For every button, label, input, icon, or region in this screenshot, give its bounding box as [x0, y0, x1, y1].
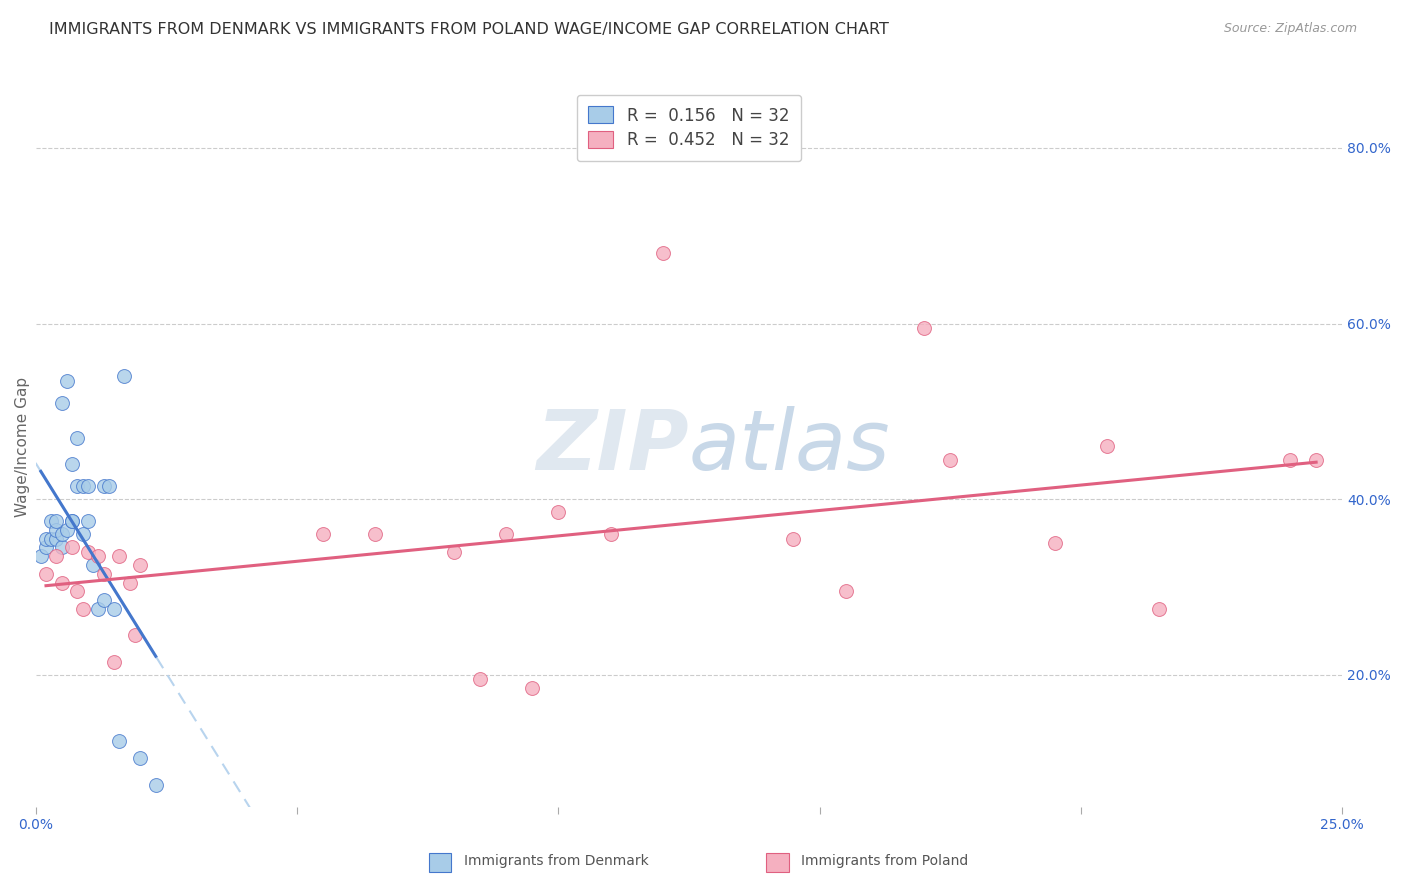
Point — [72, 602, 94, 616]
Point — [51, 395, 73, 409]
Point — [76, 514, 98, 528]
Point — [66, 479, 89, 493]
Point — [72, 479, 94, 493]
Point — [103, 602, 125, 616]
Point — [651, 246, 673, 260]
Point — [66, 431, 89, 445]
Point — [76, 545, 98, 559]
Point — [124, 628, 146, 642]
Point — [76, 479, 98, 493]
Point — [364, 527, 387, 541]
Point — [45, 523, 67, 537]
Point — [1305, 452, 1327, 467]
Point — [45, 549, 67, 564]
Point — [1043, 536, 1066, 550]
Text: atlas: atlas — [689, 406, 890, 487]
Point — [108, 549, 131, 564]
Point — [912, 321, 935, 335]
Point — [93, 566, 115, 581]
Point — [39, 514, 62, 528]
Point — [35, 566, 58, 581]
Point — [468, 672, 491, 686]
Point — [443, 545, 465, 559]
Point — [103, 655, 125, 669]
Point — [45, 514, 67, 528]
Point — [66, 584, 89, 599]
Point — [782, 532, 804, 546]
Point — [312, 527, 335, 541]
Point — [145, 778, 167, 792]
Point — [939, 452, 962, 467]
Point — [56, 374, 79, 388]
Point — [495, 527, 517, 541]
Point — [835, 584, 858, 599]
Point — [60, 514, 83, 528]
Point — [72, 527, 94, 541]
Point — [30, 549, 52, 564]
Point — [108, 733, 131, 747]
Point — [51, 541, 73, 555]
Point — [129, 751, 152, 765]
Point — [56, 523, 79, 537]
Point — [93, 593, 115, 607]
Point — [35, 532, 58, 546]
Point — [97, 479, 120, 493]
Point — [60, 457, 83, 471]
Legend: R =  0.156   N = 32, R =  0.452   N = 32: R = 0.156 N = 32, R = 0.452 N = 32 — [576, 95, 801, 161]
Text: Source: ZipAtlas.com: Source: ZipAtlas.com — [1223, 22, 1357, 36]
Point — [118, 575, 141, 590]
Point — [599, 527, 621, 541]
Point — [82, 558, 104, 572]
Text: IMMIGRANTS FROM DENMARK VS IMMIGRANTS FROM POLAND WAGE/INCOME GAP CORRELATION CH: IMMIGRANTS FROM DENMARK VS IMMIGRANTS FR… — [49, 22, 889, 37]
Point — [51, 527, 73, 541]
Point — [60, 514, 83, 528]
Point — [87, 549, 110, 564]
Point — [547, 505, 569, 519]
Point — [93, 479, 115, 493]
Point — [1095, 440, 1118, 454]
Point — [39, 532, 62, 546]
Y-axis label: Wage/Income Gap: Wage/Income Gap — [15, 376, 30, 516]
Point — [60, 541, 83, 555]
Point — [520, 681, 543, 695]
Text: ZIP: ZIP — [536, 406, 689, 487]
Point — [35, 541, 58, 555]
Text: Immigrants from Poland: Immigrants from Poland — [801, 854, 969, 868]
Point — [45, 532, 67, 546]
Point — [51, 575, 73, 590]
Point — [112, 369, 135, 384]
Point — [87, 602, 110, 616]
Text: Immigrants from Denmark: Immigrants from Denmark — [464, 854, 648, 868]
Point — [1149, 602, 1171, 616]
Point — [129, 558, 152, 572]
Point — [1278, 452, 1301, 467]
